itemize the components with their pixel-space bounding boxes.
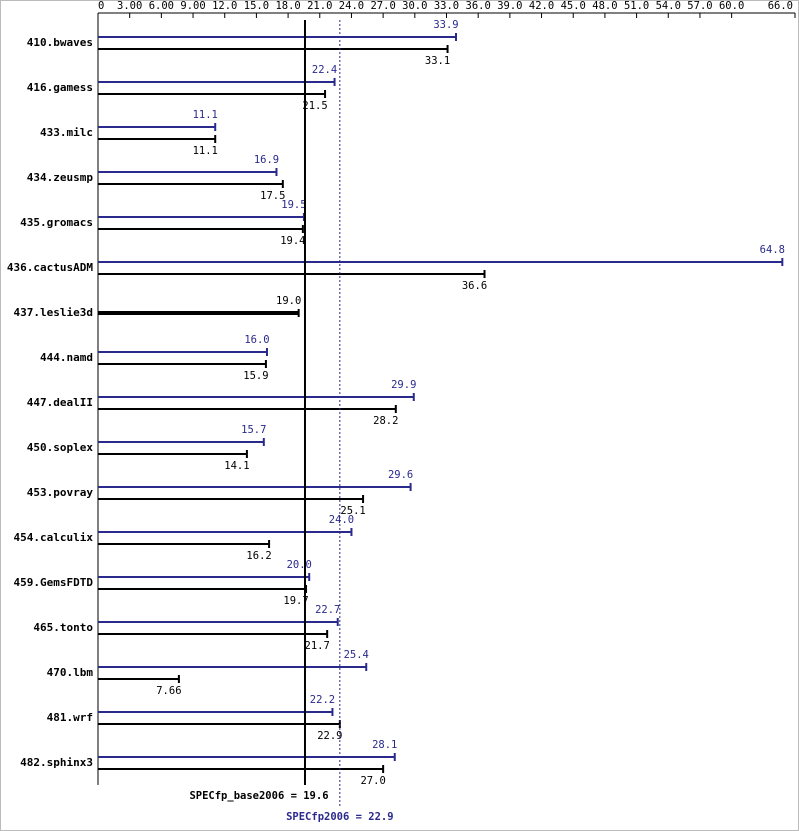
x-tick-label: 15.0 [244,0,269,12]
category-label: 481.wrf [47,711,93,724]
x-tick-label: 51.0 [624,0,649,12]
category-label: 447.dealII [27,396,93,409]
value-label: 19.4 [280,235,305,247]
x-tick-label: 60.0 [719,0,744,12]
x-tick-label: 9.00 [180,0,205,12]
value-label: 7.66 [156,685,181,697]
category-label: 450.soplex [27,441,94,454]
value-label: 36.6 [462,280,487,292]
x-tick-label: 27.0 [370,0,395,12]
category-label: 435.gromacs [20,216,93,229]
category-label: 434.zeusmp [27,171,94,184]
value-label: 19.5 [281,199,306,211]
value-label: 25.4 [344,649,369,661]
value-label: 64.8 [760,244,785,256]
x-tick-label: 45.0 [561,0,586,12]
value-label: 20.0 [287,559,312,571]
x-tick-label: 42.0 [529,0,554,12]
value-label: 22.9 [317,730,342,742]
category-label: 482.sphinx3 [20,756,93,769]
category-label: 416.gamess [27,81,93,94]
value-label: 28.1 [372,739,397,751]
x-tick-label: 21.0 [307,0,332,12]
category-label: 436.cactusADM [7,261,93,274]
value-label: 22.7 [315,604,340,616]
value-label: 22.4 [312,64,337,76]
x-tick-label: 48.0 [592,0,617,12]
x-tick-label: 18.0 [275,0,300,12]
value-label: 28.2 [373,415,398,427]
category-label: 470.lbm [47,666,94,679]
x-tick-label: 54.0 [656,0,681,12]
value-label: 33.9 [433,19,458,31]
value-label: 19.7 [283,595,308,607]
value-label: 29.9 [391,379,416,391]
category-label: 454.calculix [14,531,94,544]
value-label: 17.5 [260,190,285,202]
x-tick-label: 33.0 [434,0,459,12]
category-label: 453.povray [27,486,94,499]
category-label: 437.leslie3d [14,306,93,319]
x-tick-label: 36.0 [466,0,491,12]
value-label: 27.0 [360,775,385,787]
value-label: 16.9 [254,154,279,166]
category-label: 465.tonto [33,621,93,634]
value-label: 11.1 [193,109,218,121]
reference-label: SPECfp_base2006 = 19.6 [189,790,328,802]
category-label: 444.namd [40,351,93,364]
value-label: 21.5 [302,100,327,112]
value-label: 25.1 [340,505,365,517]
value-label: 14.1 [224,460,249,472]
x-tick-label: 6.00 [149,0,174,12]
x-tick-label: 66.0 [768,0,793,12]
category-label: 459.GemsFDTD [14,576,94,589]
value-label: 15.7 [241,424,266,436]
value-label: 29.6 [388,469,413,481]
value-label: 16.2 [246,550,271,562]
value-label: 21.7 [305,640,330,652]
x-tick-label: 24.0 [339,0,364,12]
value-label: 11.1 [193,145,218,157]
x-tick-label: 3.00 [117,0,142,12]
value-label: 15.9 [243,370,268,382]
category-label: 410.bwaves [27,36,93,49]
value-label: 19.0 [276,295,301,307]
category-label: 433.milc [40,126,93,139]
x-tick-label: 39.0 [497,0,522,12]
reference-label: SPECfp2006 = 22.9 [286,811,393,823]
x-tick-label: 30.0 [402,0,427,12]
x-tick-label: 57.0 [687,0,712,12]
value-label: 22.2 [310,694,335,706]
value-label: 33.1 [425,55,450,67]
x-tick-label: 12.0 [212,0,237,12]
value-label: 16.0 [244,334,269,346]
value-label: 24.0 [329,514,354,526]
x-tick-label: 0 [98,0,104,12]
